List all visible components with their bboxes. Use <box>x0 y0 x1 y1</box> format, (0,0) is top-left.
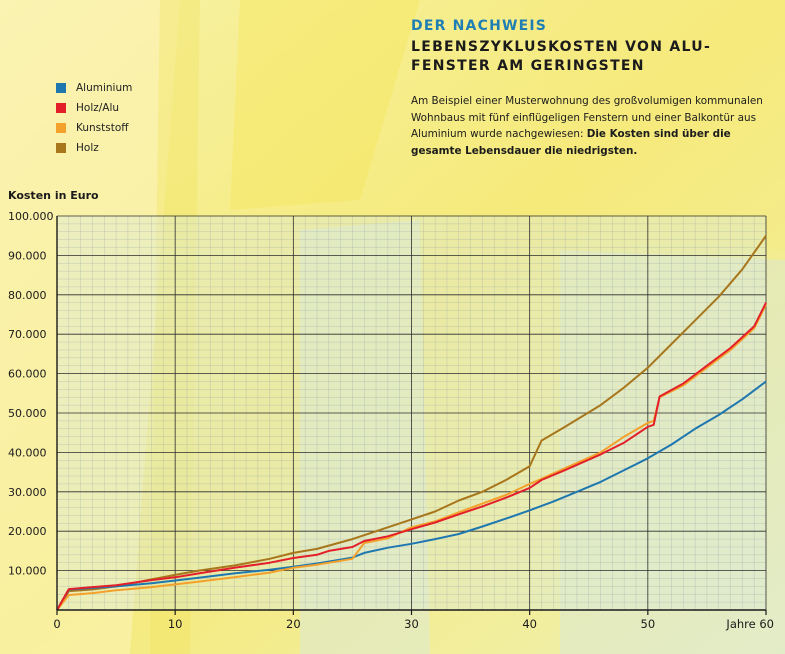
x-tick-label: 40 <box>522 617 537 631</box>
y-tick-label: 70.000 <box>8 328 47 341</box>
chart-legend: Aluminium Holz/Alu Kunststoff Holz <box>56 78 132 158</box>
series-line-holz-alu <box>56 302 767 611</box>
legend-item-kunststoff: Kunststoff <box>56 118 132 138</box>
tick-labels: 0 10 20 30 40 50 Jahre 60 10.000 20.000 30.000 40.… <box>8 210 774 631</box>
axes <box>56 216 767 615</box>
legend-swatch-kunststoff <box>56 123 66 133</box>
chart-title: LEBENSZYKLUSKOSTEN VON ALU-FENSTER AM GE… <box>411 39 712 74</box>
legend-label-holz: Holz <box>76 142 99 154</box>
y-tick-label: 10.000 <box>8 565 47 578</box>
x-tick-label: 20 <box>286 617 301 631</box>
y-tick-label: 50.000 <box>8 407 47 420</box>
series-line-holz <box>56 235 767 611</box>
y-axis-label: Kosten in Euro <box>8 189 99 202</box>
chart-subtitle: Am Beispiel einer Musterwohnung des groß… <box>411 93 771 159</box>
y-tick-label: 40.000 <box>8 446 47 459</box>
y-tick-label: 100.000 <box>8 210 54 223</box>
y-tick-label: 20.000 <box>8 525 47 538</box>
y-tick-label: 80.000 <box>8 289 47 302</box>
subtitle-text: Am Beispiel einer Musterwohnung des groß… <box>411 95 763 140</box>
x-tick-label: 50 <box>641 617 656 631</box>
legend-swatch-holz <box>56 143 66 153</box>
x-tick-label: Jahre 60 <box>725 617 774 631</box>
chart-kicker: DER NACHWEIS <box>411 18 548 34</box>
legend-label-holz-alu: Holz/Alu <box>76 102 120 114</box>
legend-swatch-aluminium <box>56 83 66 93</box>
x-tick-label: 30 <box>404 617 419 631</box>
x-tick-label: 10 <box>168 617 183 631</box>
grid-major <box>57 215 767 610</box>
subtitle-emphasis: Die Kosten sind über die gesamte Lebensd… <box>411 128 731 157</box>
legend-label-kunststoff: Kunststoff <box>76 122 129 134</box>
legend-label-aluminium: Aluminium <box>76 82 133 94</box>
series-line-aluminium <box>56 380 767 611</box>
y-tick-label: 60.000 <box>8 368 47 381</box>
series-layer <box>56 235 767 611</box>
y-tick-label: 90.000 <box>8 249 47 262</box>
legend-item-holz-alu: Holz/Alu <box>56 98 132 118</box>
y-tick-label: 30.000 <box>8 486 47 499</box>
legend-item-holz: Holz <box>56 138 132 158</box>
legend-swatch-holz-alu <box>56 103 66 113</box>
legend-item-aluminium: Aluminium <box>56 78 132 98</box>
x-tick-label: 0 <box>53 617 60 631</box>
